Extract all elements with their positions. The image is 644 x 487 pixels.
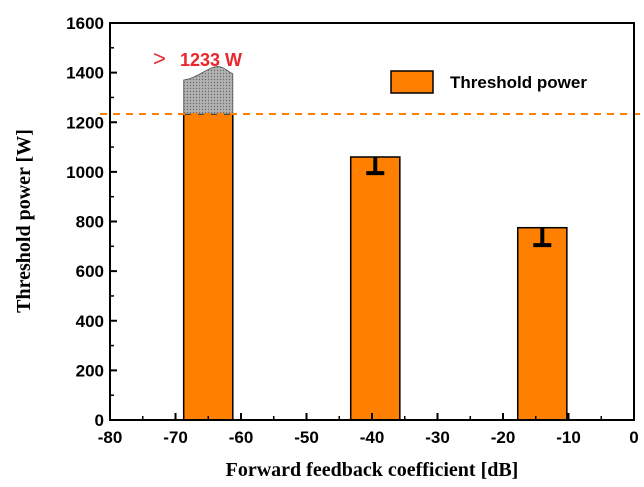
- y-tick-label-6: 1200: [66, 113, 104, 132]
- x-tick-label-2: -60: [229, 428, 254, 447]
- y-tick-label-2: 400: [76, 312, 104, 331]
- legend-swatch: [390, 70, 434, 94]
- x-tick-label-4: -40: [360, 428, 385, 447]
- x-tick-label-0: -80: [98, 428, 123, 447]
- x-tick-label-1: -70: [163, 428, 188, 447]
- y-tick-label-5: 1000: [66, 163, 104, 182]
- annotation-symbol: >: [153, 46, 166, 71]
- error-bar-2: [533, 226, 552, 248]
- legend: Threshold power: [390, 70, 587, 94]
- x-tick-label-7: -10: [556, 428, 581, 447]
- y-tick-label-8: 1600: [66, 14, 104, 33]
- x-tick-label-6: -20: [491, 428, 516, 447]
- bar-2: [516, 226, 568, 421]
- x-axis-title: Forward feedback coefficient [dB]: [226, 459, 519, 481]
- bar-1: [349, 156, 401, 421]
- x-tick-label-5: -30: [425, 428, 450, 447]
- y-tick-label-1: 200: [76, 361, 104, 380]
- x-tick-label-8: 0: [629, 428, 638, 447]
- y-tick-label-7: 1400: [66, 64, 104, 83]
- y-tick-label-0: 0: [95, 411, 104, 430]
- bar-0: [182, 113, 234, 421]
- annotation-label: 1233 W: [180, 50, 242, 70]
- y-axis-title: Threshold power [W]: [13, 129, 35, 313]
- exceeded-annotation: > 1233 W: [153, 46, 242, 71]
- x-tick-label-3: -50: [294, 428, 319, 447]
- legend-label: Threshold power: [450, 73, 587, 92]
- y-tick-label-3: 600: [76, 262, 104, 281]
- exceeded-region: [183, 66, 234, 115]
- y-tick-label-4: 800: [76, 213, 104, 232]
- error-bar-1: [366, 156, 385, 176]
